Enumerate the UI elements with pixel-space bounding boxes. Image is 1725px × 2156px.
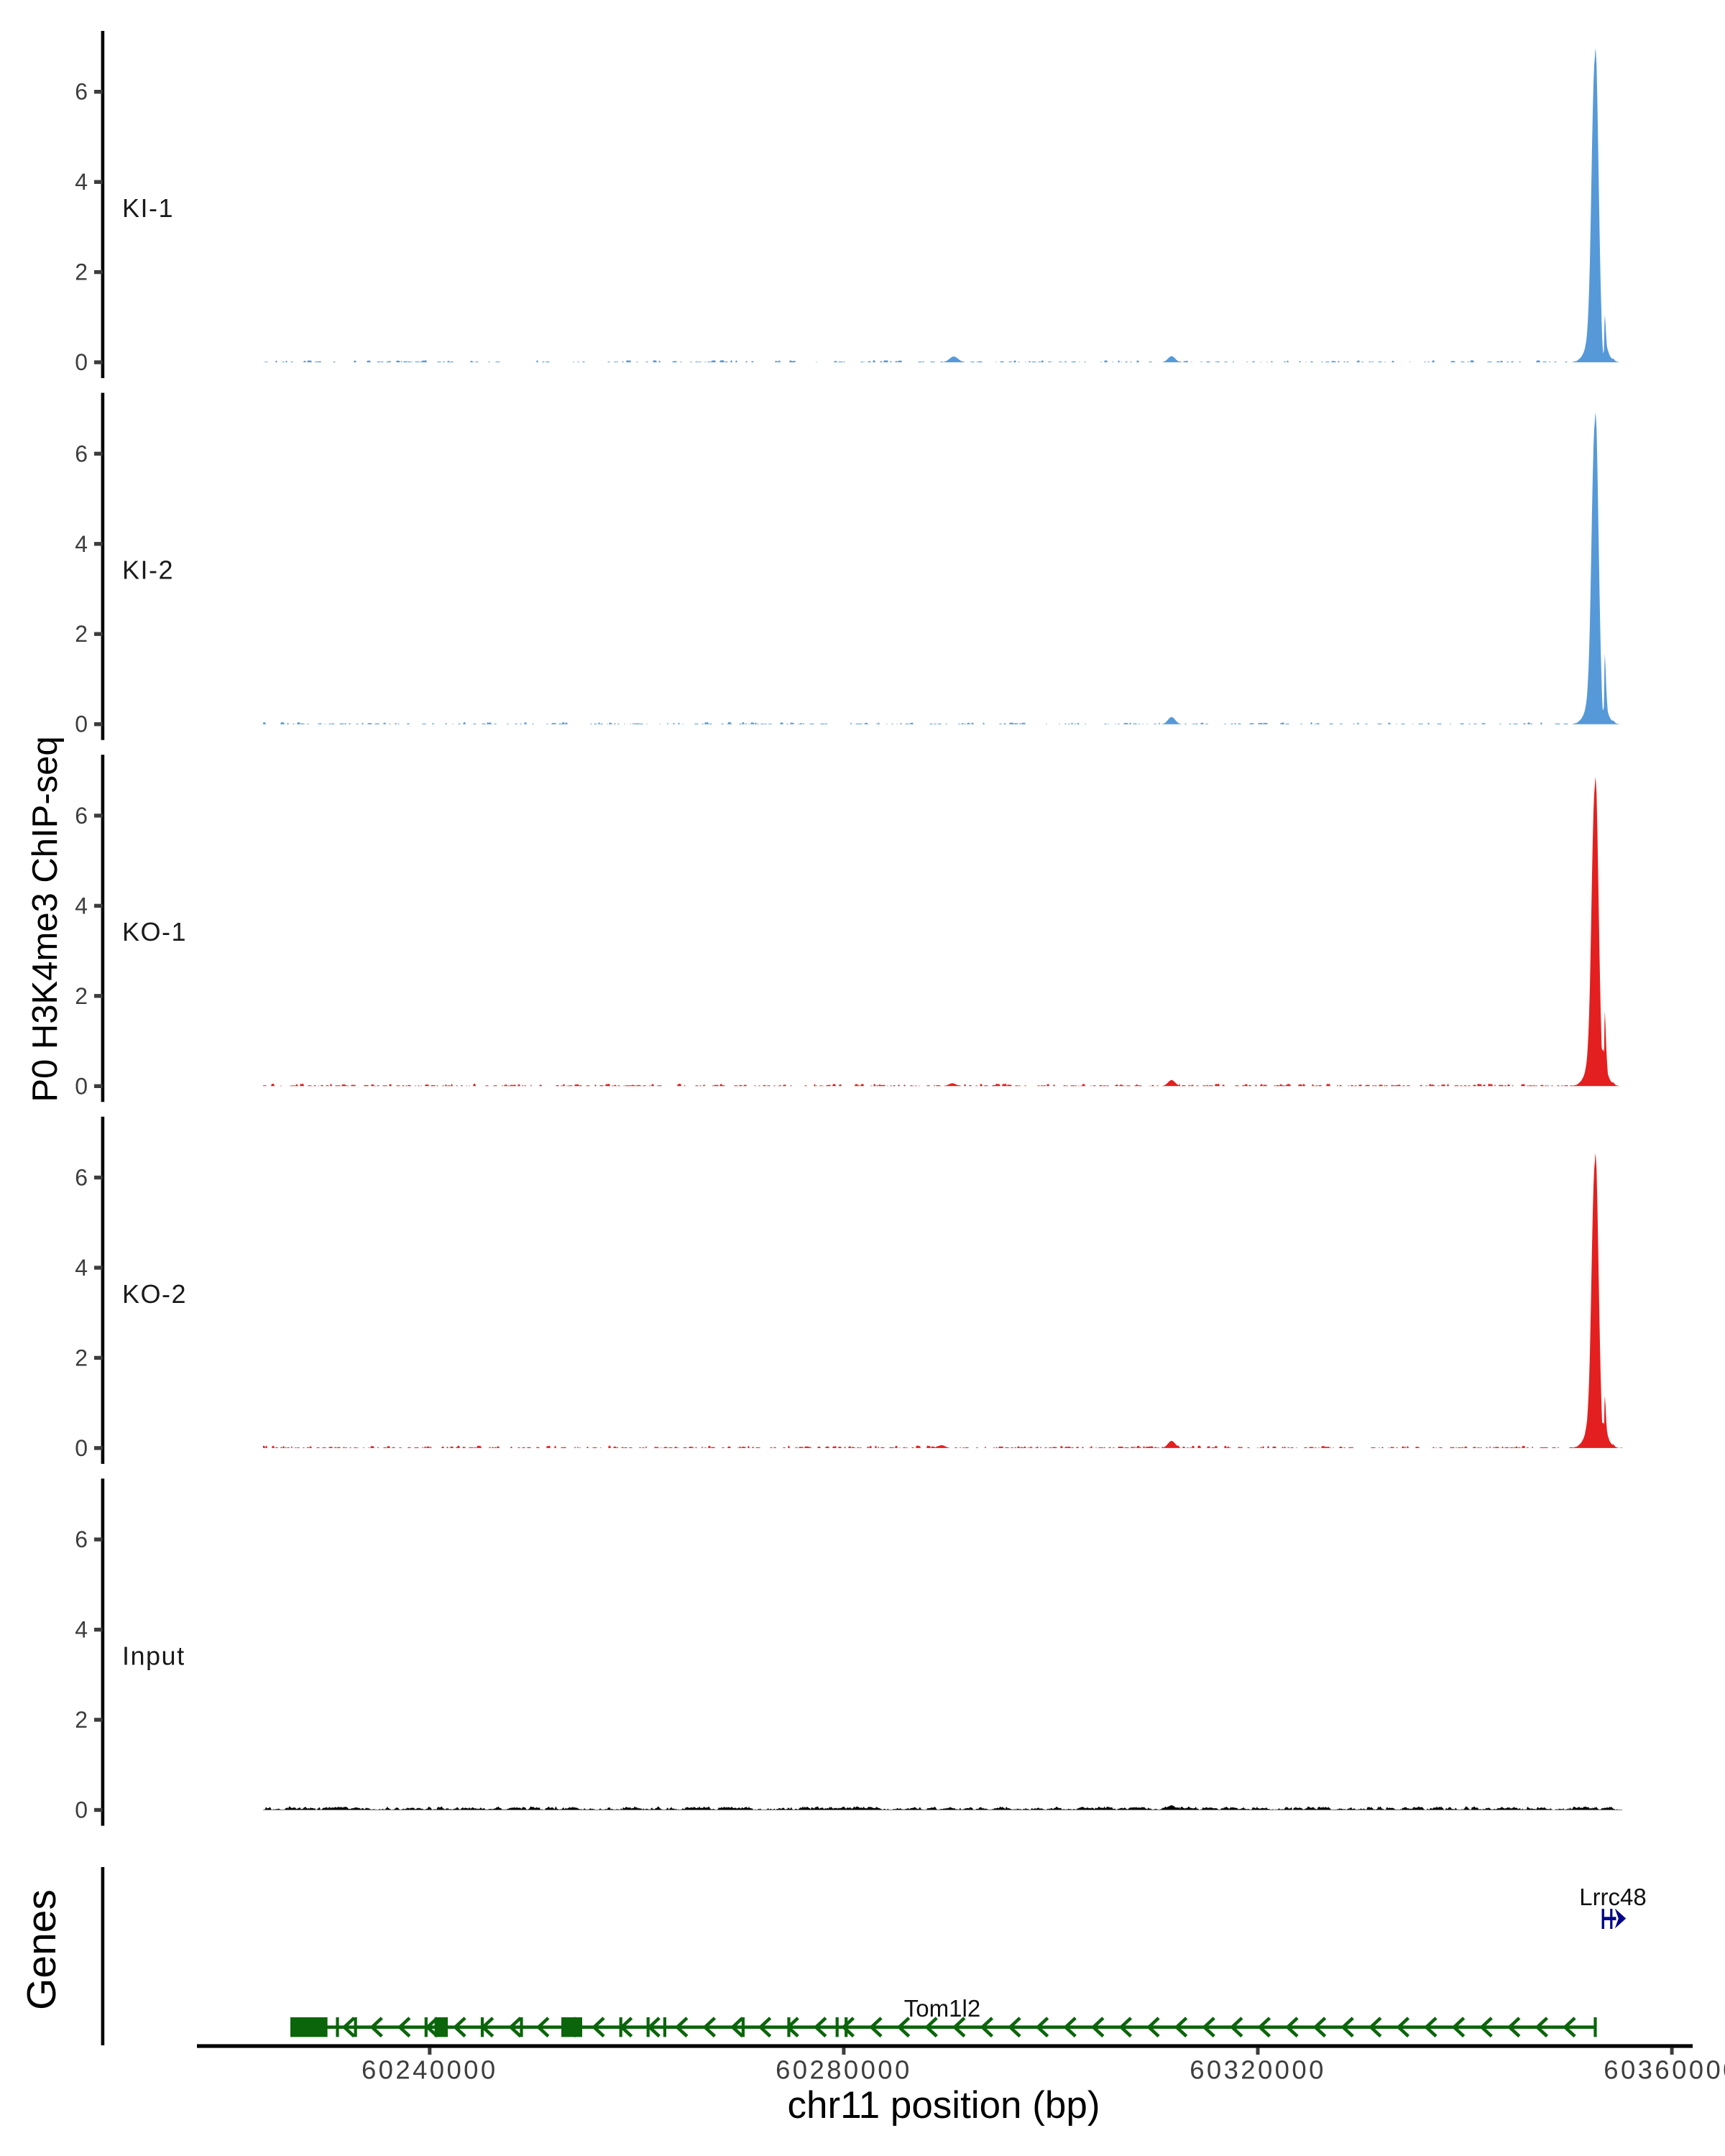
svg-text:60320000: 60320000 — [1190, 2055, 1326, 2085]
svg-text:KO-2: KO-2 — [122, 1279, 187, 1309]
svg-text:KO-1: KO-1 — [122, 917, 187, 946]
svg-text:0: 0 — [75, 711, 88, 737]
svg-text:Lrrc48: Lrrc48 — [1579, 1884, 1647, 1910]
svg-text:Genes: Genes — [19, 1889, 65, 2010]
svg-text:0: 0 — [75, 1435, 88, 1461]
svg-text:2: 2 — [75, 621, 88, 647]
svg-text:KI-1: KI-1 — [122, 193, 174, 223]
svg-text:60280000: 60280000 — [776, 2055, 912, 2085]
svg-text:0: 0 — [75, 1797, 88, 1823]
svg-text:4: 4 — [75, 531, 88, 557]
svg-text:0: 0 — [75, 1073, 88, 1099]
svg-text:6: 6 — [75, 1165, 88, 1191]
svg-text:2: 2 — [75, 259, 88, 285]
svg-text:60360000: 60360000 — [1604, 2055, 1725, 2085]
svg-text:4: 4 — [75, 1617, 88, 1643]
svg-text:4: 4 — [75, 169, 88, 195]
svg-text:60240000: 60240000 — [362, 2055, 498, 2085]
svg-text:chr11 position (bp): chr11 position (bp) — [787, 2084, 1100, 2127]
svg-text:KI-2: KI-2 — [122, 556, 174, 585]
svg-text:Tom1l2: Tom1l2 — [904, 1995, 980, 2022]
svg-text:6: 6 — [75, 79, 88, 105]
svg-text:4: 4 — [75, 893, 88, 918]
svg-text:4: 4 — [75, 1255, 88, 1281]
svg-text:P0 H3K4me3 ChIP-seq: P0 H3K4me3 ChIP-seq — [26, 736, 65, 1102]
svg-text:2: 2 — [75, 1345, 88, 1370]
svg-text:6: 6 — [75, 1526, 88, 1552]
svg-text:2: 2 — [75, 1707, 88, 1733]
svg-text:0: 0 — [75, 349, 88, 375]
svg-text:Input: Input — [122, 1641, 185, 1670]
svg-text:2: 2 — [75, 983, 88, 1009]
svg-text:6: 6 — [75, 803, 88, 829]
svg-text:6: 6 — [75, 441, 88, 466]
